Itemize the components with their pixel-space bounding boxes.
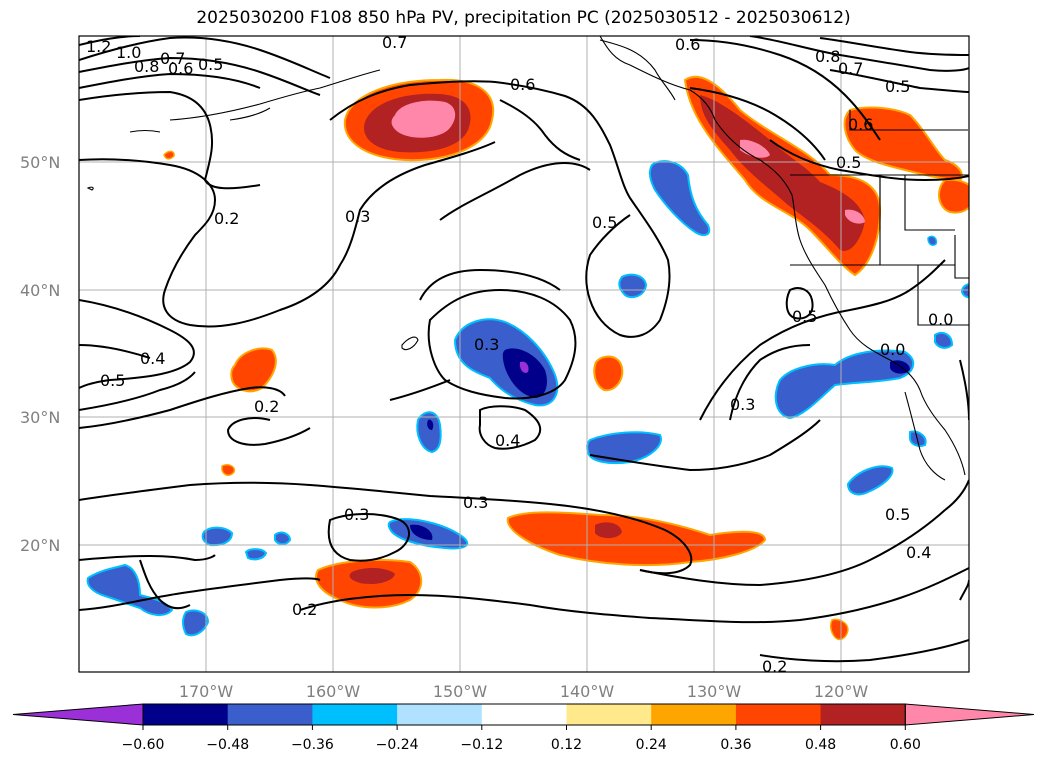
- lon-label: 170°W: [179, 682, 234, 701]
- colorbar-frame: [142, 703, 906, 726]
- colorbar-swatch: [735, 704, 822, 725]
- colorbar: −0.60 −0.48 −0.36 −0.24 −0.12 0.12 0.24 0.36 0.4…: [12, 703, 1035, 753]
- colorbar-swatch: [143, 704, 229, 725]
- colorbar-swatch: [481, 704, 567, 725]
- graticule: [79, 36, 969, 672]
- contour-label: 0.0: [928, 310, 953, 329]
- precip-negative-fills: [86, 160, 969, 637]
- contour-label: 0.7: [838, 59, 863, 78]
- lat-label: 30°N: [20, 408, 60, 427]
- contour-label: 0.4: [906, 543, 931, 562]
- contour-label: 0.2: [762, 657, 787, 676]
- contour-label: 0.7: [382, 33, 407, 52]
- contour-label: 0.5: [792, 307, 817, 326]
- colorbar-tick-label: −0.60: [122, 737, 165, 753]
- contour-label: 0.5: [198, 55, 223, 74]
- contour-label: 1.2: [86, 37, 111, 56]
- contour-label: 0.5: [885, 77, 910, 96]
- contour-label: 0.3: [463, 493, 488, 512]
- lon-label: 120°W: [814, 682, 869, 701]
- contour-label: 0.5: [100, 371, 125, 390]
- contour-label: 0.6: [675, 35, 700, 54]
- contour-label: 0.3: [474, 335, 499, 354]
- contour-label: 0.2: [292, 600, 317, 619]
- lat-axis-labels: 50°N 40°N 30°N 20°N: [20, 153, 60, 555]
- contour-label: 1.0: [116, 43, 141, 62]
- lon-label: 150°W: [433, 682, 488, 701]
- colorbar-extend-max: [904, 703, 1035, 726]
- colorbar-swatch: [227, 704, 313, 725]
- coastlines: [86, 36, 969, 481]
- colorbar-tick-label: −0.24: [376, 737, 419, 753]
- colorbar-swatch: [397, 704, 483, 725]
- lat-label: 50°N: [20, 153, 60, 172]
- contour-label: 0.7: [160, 49, 185, 68]
- lon-label: 160°W: [306, 682, 361, 701]
- colorbar-tick-label: −0.36: [291, 737, 334, 753]
- contour-label: 0.4: [140, 349, 165, 368]
- contour-label: 0.8: [134, 57, 159, 76]
- colorbar-swatch: [820, 704, 906, 725]
- contour-label: 0.3: [345, 207, 370, 226]
- contour-label: 0.6: [848, 115, 873, 134]
- map-panel: 1.2 1.0 0.8 0.7 0.6 0.5 0.6 0.7 0.8 0.7 …: [78, 33, 970, 676]
- contour-label: 0.3: [730, 395, 755, 414]
- lon-label: 140°W: [560, 682, 615, 701]
- lon-axis-labels: 170°W 160°W 150°W 140°W 130°W 120°W: [179, 682, 869, 701]
- colorbar-tick-label: 0.48: [805, 737, 836, 753]
- contour-label: 0.0: [880, 340, 905, 359]
- colorbar-tick-label: −0.12: [460, 737, 503, 753]
- contour-label: 0.5: [836, 153, 861, 172]
- contour-label: 0.6: [168, 59, 193, 78]
- colorbar-tick-label: 0.24: [636, 737, 667, 753]
- map-frame: [78, 35, 970, 673]
- colorbar-tick-label: 0.60: [890, 737, 921, 753]
- colorbar-swatch: [312, 704, 398, 725]
- colorbar-tick-label: 0.12: [551, 737, 582, 753]
- colorbar-tick-label: 0.36: [720, 737, 751, 753]
- lat-label: 40°N: [20, 281, 60, 300]
- contour-labels: 1.2 1.0 0.8 0.7 0.6 0.5 0.6 0.7 0.8 0.7 …: [86, 33, 953, 676]
- lon-label: 130°W: [687, 682, 742, 701]
- contour-label: 0.6: [510, 75, 535, 94]
- contour-label: 0.5: [885, 505, 910, 524]
- colorbar-swatch: [566, 704, 652, 725]
- colorbar-swatch: [651, 704, 737, 725]
- colorbar-extend-min: [12, 703, 144, 726]
- contour-label: 0.3: [344, 505, 369, 524]
- contour-label: 0.5: [592, 213, 617, 232]
- contour-label: 0.8: [815, 47, 840, 66]
- contour-label: 0.2: [254, 397, 279, 416]
- contour-label: 0.4: [495, 431, 520, 450]
- contour-label: 0.2: [214, 209, 239, 228]
- map-title: 2025030200 F108 850 hPa PV, precipitatio…: [196, 8, 851, 28]
- pv-contours: [79, 36, 969, 663]
- lat-label: 20°N: [20, 536, 60, 555]
- colorbar-tick-label: −0.48: [206, 737, 249, 753]
